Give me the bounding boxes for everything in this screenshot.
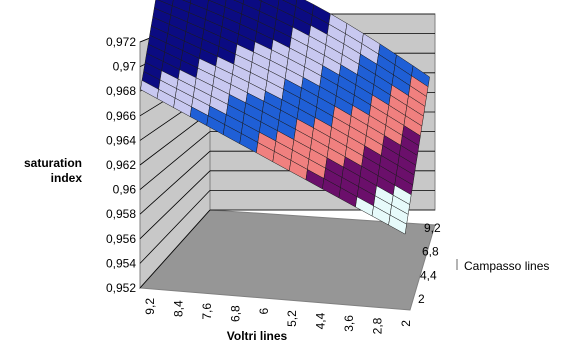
x-tick-label: 6,8 bbox=[228, 305, 242, 322]
z-tick-label: 0,958 bbox=[106, 207, 136, 221]
x-tick-labels: 9,2 8,4 7,6 6,8 6 5,2 4,4 3,6 2,8 2 bbox=[143, 298, 413, 335]
z-tick-label: 0,962 bbox=[106, 158, 136, 172]
surface-plot bbox=[140, 0, 430, 235]
z-tick-label: 0,966 bbox=[106, 109, 136, 123]
y-tick-labels: 2 4,4 6,8 9,2 bbox=[418, 221, 441, 306]
x-tick-label: 3,6 bbox=[342, 315, 356, 332]
x-tick-label: 2 bbox=[399, 320, 413, 327]
z-tick-label: 0,952 bbox=[106, 281, 136, 295]
z-axis-title-line-1: saturation bbox=[24, 156, 82, 170]
z-tick-label: 0,97 bbox=[113, 60, 137, 74]
x-tick-label: 7,6 bbox=[200, 303, 214, 320]
z-tick-label: 0,972 bbox=[106, 35, 136, 49]
side-wall-gridline bbox=[139, 131, 211, 190]
z-tick-labels: 0,952 0,954 0,956 0,958 0,96 0,962 0,964 0,966 0… bbox=[106, 35, 136, 295]
y-tick-label: 4,4 bbox=[420, 268, 437, 282]
y-axis-title-box bbox=[455, 255, 579, 275]
z-tick-label: 0,956 bbox=[106, 232, 136, 246]
x-tick-label: 5,2 bbox=[285, 310, 299, 327]
z-tick-label: 0,96 bbox=[113, 183, 137, 197]
x-tick-label: 6 bbox=[257, 308, 271, 315]
z-tick-label: 0,968 bbox=[106, 84, 136, 98]
side-wall-gridline bbox=[139, 190, 211, 264]
z-tick-label: 0,954 bbox=[106, 256, 136, 270]
x-tick-label: 9,2 bbox=[143, 298, 157, 315]
x-tick-label: 4,4 bbox=[314, 312, 328, 329]
surface-cell bbox=[388, 214, 407, 235]
y-tick-label: 2 bbox=[418, 292, 425, 306]
y-tick-label: 6,8 bbox=[422, 245, 439, 259]
x-axis-title: Voltri lines bbox=[227, 329, 288, 343]
side-wall-gridline bbox=[139, 150, 211, 215]
y-axis-title: Campasso lines bbox=[464, 259, 549, 273]
side-wall-gridline bbox=[139, 170, 211, 240]
y-tick-label: 9,2 bbox=[424, 221, 441, 235]
z-tick-label: 0,964 bbox=[106, 133, 136, 147]
z-axis-title-line-2: index bbox=[51, 171, 83, 185]
x-tick-label: 8,4 bbox=[171, 300, 185, 317]
x-tick-label: 2,8 bbox=[371, 317, 385, 334]
side-wall-gridline bbox=[139, 209, 211, 289]
